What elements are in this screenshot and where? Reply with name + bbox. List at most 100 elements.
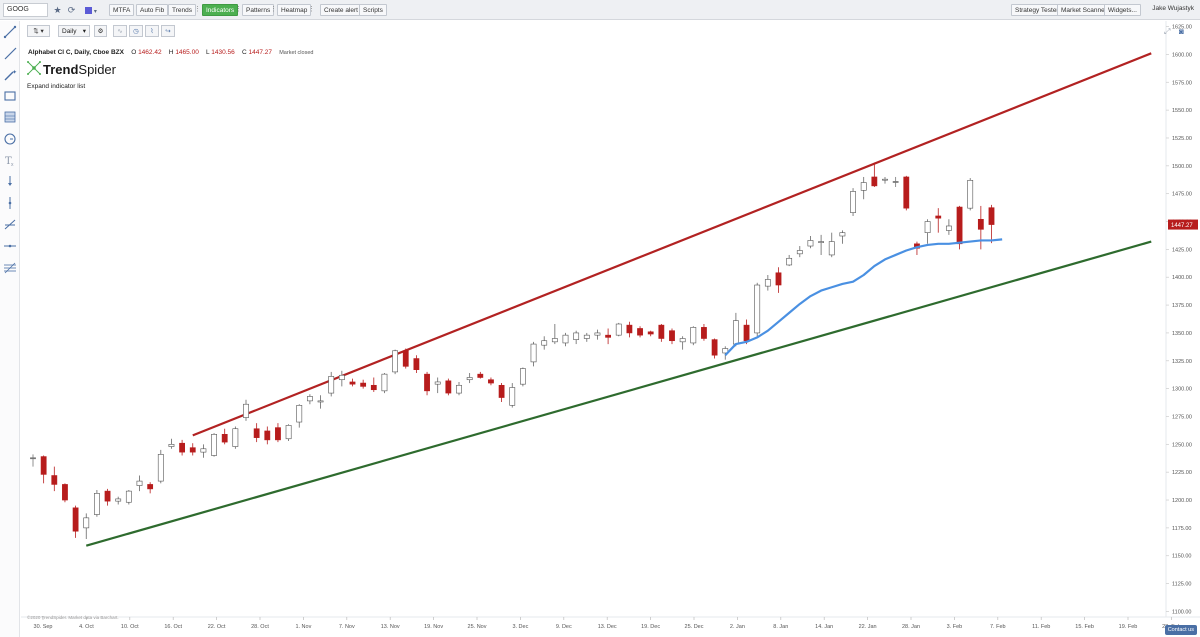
patterns-button[interactable]: Patterns	[242, 4, 275, 16]
interval-selector[interactable]: Daily ▾	[58, 25, 90, 37]
mtfa-button[interactable]: MTFA	[109, 4, 135, 16]
indicators-button[interactable]: Indicators	[202, 4, 239, 16]
upper-channel-line	[192, 52, 1152, 437]
candle-body	[370, 384, 377, 391]
strategy-tester-button[interactable]: Strategy Tester	[1011, 4, 1063, 16]
price-chart[interactable]: 1100.00 1125.00 1150.00 1175.00 1200.00 1225.…	[21, 21, 1200, 637]
candle-body	[818, 241, 824, 243]
draw-mode-icon[interactable]: ∿	[113, 25, 127, 37]
time-tick-label: 7. Nov	[339, 624, 355, 630]
compare-icon[interactable]: ↪	[161, 25, 175, 37]
indicators-menu-icon[interactable]: ⋮	[235, 6, 242, 13]
symbol-name: Alphabet Cl C, Daily, Cboe BZX	[28, 49, 124, 56]
candle-body	[562, 334, 569, 344]
scripts-button[interactable]: Scripts	[359, 4, 387, 16]
price-tick-label: 1550.00	[1172, 108, 1192, 114]
expand-indicator-list-link[interactable]: Expand indicator list	[27, 83, 86, 90]
create-alert-button[interactable]: Create alert	[320, 4, 362, 16]
trends-button[interactable]: Trends	[168, 4, 196, 16]
camera-icon[interactable]: ◙	[1179, 27, 1184, 36]
clock-tool-icon[interactable]	[3, 132, 17, 146]
candle-body	[711, 339, 718, 356]
contact-us-button[interactable]: Contact us	[1164, 625, 1197, 635]
price-tick-label: 1150.00	[1172, 554, 1191, 560]
candle-body	[62, 484, 68, 501]
price-tick-label: 1600.00	[1172, 52, 1192, 58]
candle-body	[157, 454, 164, 482]
market-status: Market closed	[279, 50, 314, 56]
market-scanner-button[interactable]: Market Scanner	[1057, 4, 1111, 16]
candle-body	[850, 191, 856, 213]
candle-body	[647, 331, 654, 335]
candle-body	[679, 338, 686, 343]
vertical-line-tool-icon[interactable]	[3, 196, 17, 210]
time-tick-label: 19. Feb	[1119, 624, 1138, 630]
price-axis[interactable]: 1100.00 1125.00 1150.00 1175.00 1200.00 1225.…	[1166, 25, 1198, 616]
fullscreen-icon[interactable]: ⤢	[1164, 27, 1171, 36]
candle-body	[381, 373, 388, 392]
candle-body	[924, 221, 931, 233]
wave-icon[interactable]: ⌇	[145, 25, 159, 37]
svg-text:✦: ✦	[12, 69, 17, 76]
symbol-search-input[interactable]: GOOG	[3, 3, 48, 17]
candle-body	[306, 396, 313, 402]
current-price-badge	[1168, 219, 1198, 230]
ema-line	[724, 238, 1003, 356]
candle-body	[690, 327, 697, 344]
price-tick-label: 1425.00	[1172, 247, 1192, 253]
open-value: 1462.42	[138, 49, 162, 56]
angle-tool-icon[interactable]	[3, 217, 17, 231]
clock-replay-icon[interactable]: ◷	[129, 25, 143, 37]
trendline-tool-icon[interactable]	[3, 25, 17, 39]
arrow-down-tool-icon[interactable]	[3, 174, 17, 188]
fib-channel-icon[interactable]	[3, 110, 17, 124]
horizontal-line-tool-icon[interactable]	[3, 239, 17, 253]
candle-body	[903, 176, 910, 209]
star-icon[interactable]: ★	[53, 5, 62, 15]
patterns-menu-icon[interactable]: ⋮	[270, 4, 277, 16]
close-value: 1447.27	[248, 49, 272, 56]
rectangle-tool-icon[interactable]	[3, 89, 17, 103]
candle-body	[424, 373, 430, 392]
candle-body	[541, 340, 548, 346]
heatmap-menu-icon[interactable]: ⋮	[308, 6, 315, 13]
low-value: 1430.56	[211, 49, 235, 56]
candle-body	[30, 457, 36, 460]
candle-body	[264, 430, 271, 441]
widgets-button[interactable]: Widgets...	[1104, 4, 1141, 16]
high-value: 1465.00	[175, 49, 199, 56]
refresh-icon[interactable]: ⟳	[67, 5, 76, 15]
pitchfork-tool-icon[interactable]	[3, 261, 17, 275]
candle-body	[488, 379, 494, 384]
candle-body	[328, 376, 335, 394]
trends-menu-icon[interactable]: ⋮	[194, 6, 201, 13]
candle-body	[658, 324, 665, 339]
candle-body	[605, 334, 611, 338]
time-tick-label: 25. Nov	[468, 624, 487, 630]
price-tick-label: 1350.00	[1172, 331, 1192, 337]
ray-tool-icon[interactable]	[3, 47, 17, 61]
price-tick-label: 1175.00	[1172, 526, 1191, 532]
settings-gear-icon[interactable]: ⚙	[94, 25, 107, 37]
time-axis[interactable]: 30. Sep 4. Oct 10. Oct 16. Oct 22. Oct 28. Oc…	[34, 617, 1181, 630]
magic-wand-icon[interactable]: ✦	[3, 68, 17, 82]
candle-body	[296, 405, 303, 423]
heatmap-button[interactable]: Heatmap	[277, 4, 312, 16]
candle-body	[594, 332, 601, 336]
user-name[interactable]: Jake Wujastyk	[1152, 5, 1194, 12]
price-tick-label: 1225.00	[1172, 470, 1192, 476]
candle-body	[211, 434, 217, 456]
candle-body	[988, 207, 995, 225]
chart-area[interactable]: 1100.00 1125.00 1150.00 1175.00 1200.00 1225.…	[21, 21, 1200, 637]
color-picker-icon[interactable]: ▾	[83, 3, 99, 17]
time-tick-label: 1. Nov	[295, 624, 311, 630]
auto-fib-button[interactable]: Auto Fib	[136, 4, 169, 16]
price-tick-label: 1200.00	[1172, 498, 1192, 504]
chart-type-selector[interactable]: ⇅ ▾	[27, 25, 50, 37]
candle-body	[882, 178, 888, 181]
candle-body	[285, 425, 292, 440]
price-tick-label: 1475.00	[1172, 192, 1192, 198]
time-tick-label: 11. Feb	[1032, 624, 1050, 630]
candle-body	[573, 332, 580, 340]
